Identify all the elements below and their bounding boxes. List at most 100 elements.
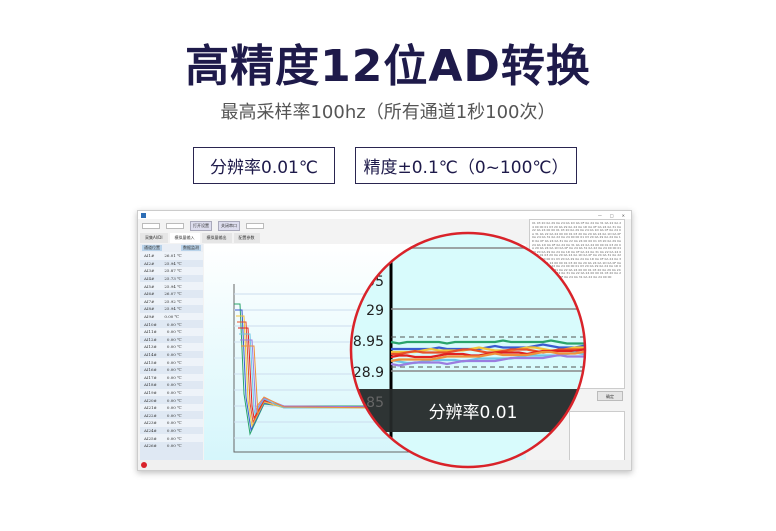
channel-value: 26.07 ℃ bbox=[164, 291, 182, 297]
channel-value: 0.00 ℃ bbox=[166, 420, 182, 426]
channel-value: 25.87 ℃ bbox=[164, 268, 182, 274]
maximize-icon[interactable]: □ bbox=[609, 212, 614, 218]
tab-analog-input[interactable]: 模拟量输入 bbox=[169, 233, 200, 243]
close-port-button[interactable]: 关闭串口 bbox=[218, 220, 240, 231]
channel-value: 0.00 ℃ bbox=[166, 382, 182, 388]
channel-row: AI17# 0.00 ℃ bbox=[140, 373, 203, 382]
app-icon bbox=[141, 212, 146, 218]
port-select[interactable] bbox=[142, 222, 160, 229]
channel-name: AI12# bbox=[144, 336, 157, 342]
channel-value: 0.00 ℃ bbox=[166, 427, 182, 433]
channel-value: 0.00 ℃ bbox=[166, 344, 182, 350]
open-settings-button[interactable]: 打开设置 bbox=[190, 220, 212, 231]
baud-select[interactable] bbox=[166, 222, 184, 229]
channel-row: AI21# 0.00 ℃ bbox=[140, 403, 203, 412]
channel-value: 25.94 ℃ bbox=[164, 283, 182, 289]
accuracy-badge: 精度±0.1℃（0~100℃） bbox=[355, 147, 577, 184]
y-label-28-95: 28.95 bbox=[344, 334, 384, 350]
channel-name: AI11# bbox=[144, 329, 157, 335]
y-label-28-9: 28.9 bbox=[353, 365, 384, 381]
magnified-series-line bbox=[390, 352, 585, 367]
channel-name: AI17# bbox=[144, 374, 157, 380]
channel-row: AI5# 25.94 ℃ bbox=[140, 282, 203, 290]
close-icon[interactable]: ✕ bbox=[621, 212, 625, 218]
channel-name: AI10# bbox=[144, 321, 157, 327]
channel-name: AI16# bbox=[144, 367, 157, 373]
resolution-badge: 分辨率0.01℃ bbox=[193, 147, 335, 184]
channel-name: AI15# bbox=[144, 359, 157, 365]
channel-row: AI16# 0.00 ℃ bbox=[140, 366, 203, 374]
minimize-icon[interactable]: — bbox=[597, 212, 602, 218]
channel-row: AI20# 0.00 ℃ bbox=[140, 396, 203, 404]
channel-row: AI14# 0.00 ℃ bbox=[140, 351, 203, 359]
series-line bbox=[241, 345, 525, 416]
channel-row: AI1# 26.01 ℃ bbox=[140, 252, 203, 260]
y-label-29: 29 bbox=[366, 303, 384, 319]
channel-row: AI24# 0.00 ℃ bbox=[140, 427, 203, 435]
channel-value: 0.00 ℃ bbox=[166, 329, 182, 335]
channel-name: AI6# bbox=[144, 291, 155, 297]
tab-ai-di[interactable]: 采集AI/DI bbox=[140, 233, 168, 243]
channel-row: AI3# 25.87 ℃ bbox=[140, 267, 203, 275]
channel-value: 0.00 ℃ bbox=[166, 412, 182, 418]
channel-value: 26.01 ℃ bbox=[164, 253, 182, 259]
tab-analog-output[interactable]: 模拟量输出 bbox=[201, 233, 232, 243]
channel-value: 25.73 ℃ bbox=[164, 276, 182, 282]
channel-name: AI21# bbox=[144, 405, 157, 411]
ok-button[interactable]: 确定 bbox=[597, 391, 623, 401]
channel-row: AI26# 0.00 ℃ bbox=[140, 442, 203, 450]
channel-row: AI25# 0.00 ℃ bbox=[140, 434, 203, 442]
magnified-series-line bbox=[390, 349, 585, 363]
channel-name: AI4# bbox=[144, 276, 155, 282]
magnified-series-line bbox=[390, 346, 585, 359]
channel-row: AI15# 0.00 ℃ bbox=[140, 358, 203, 366]
series-line bbox=[240, 339, 525, 413]
status-bar bbox=[138, 460, 631, 470]
channel-value: 0.00 ℃ bbox=[166, 352, 182, 358]
channel-name: AI14# bbox=[144, 352, 157, 358]
channel-name: AI2# bbox=[144, 260, 155, 266]
channel-value: 25.94 ℃ bbox=[164, 306, 182, 312]
channel-name: AI25# bbox=[144, 435, 157, 441]
channel-name: AI3# bbox=[144, 268, 155, 274]
channel-value: 25.94 ℃ bbox=[164, 260, 182, 266]
magnified-series-line bbox=[391, 346, 585, 354]
window-titlebar: — □ ✕ bbox=[138, 211, 631, 219]
channel-list: 通道位置 数据监测 AI1# 26.01 ℃ AI2# 25.94 ℃ AI3# 25.87… bbox=[140, 244, 203, 460]
list-header-channel: 通道位置 bbox=[142, 245, 162, 251]
toolbar: 打开设置 关闭串口 bbox=[138, 219, 631, 232]
channel-row: AI19# 0.00 ℃ bbox=[140, 388, 203, 397]
channel-name: AI24# bbox=[144, 427, 157, 433]
channel-value: 0.00 ℃ bbox=[166, 389, 182, 395]
address-input[interactable] bbox=[246, 222, 264, 229]
channel-name: AI19# bbox=[144, 389, 157, 395]
tab-config[interactable]: 配置参数 bbox=[233, 233, 260, 243]
channel-name: AI13# bbox=[144, 344, 157, 350]
channel-value: 0.00 ℃ bbox=[164, 314, 180, 320]
channel-name: AI9# bbox=[144, 314, 155, 320]
channel-row: AI10# 0.00 ℃ bbox=[140, 320, 203, 328]
list-header-data: 数据监测 bbox=[181, 245, 201, 251]
channel-value: 0.00 ℃ bbox=[166, 443, 182, 449]
channel-name: AI20# bbox=[144, 397, 157, 403]
channel-value: 0.00 ℃ bbox=[166, 336, 182, 342]
channel-row: AI13# 0.00 ℃ bbox=[140, 343, 203, 351]
channel-row: AI18# 0.00 ℃ bbox=[140, 381, 203, 389]
channel-name: AI22# bbox=[144, 412, 157, 418]
channel-value: 0.00 ℃ bbox=[166, 435, 182, 441]
channel-name: AI8# bbox=[144, 306, 155, 312]
tab-bar: 采集AI/DI 模拟量输入 模拟量输出 配置参数 bbox=[138, 232, 631, 243]
channel-name: AI23# bbox=[144, 420, 157, 426]
page-title: 高精度12位AD转换 bbox=[185, 41, 591, 92]
channel-value: 0.00 ℃ bbox=[166, 374, 182, 380]
channel-value: 25.92 ℃ bbox=[164, 298, 182, 304]
channel-value: 0.00 ℃ bbox=[166, 359, 182, 365]
channel-name: AI18# bbox=[144, 382, 157, 388]
channel-row: AI4# 25.73 ℃ bbox=[140, 275, 203, 283]
channel-name: AI7# bbox=[144, 298, 155, 304]
channel-name: AI26# bbox=[144, 443, 157, 449]
channel-row: AI9# 0.00 ℃ bbox=[140, 312, 203, 321]
logo-icon bbox=[141, 462, 147, 468]
channel-value: 0.00 ℃ bbox=[166, 397, 182, 403]
